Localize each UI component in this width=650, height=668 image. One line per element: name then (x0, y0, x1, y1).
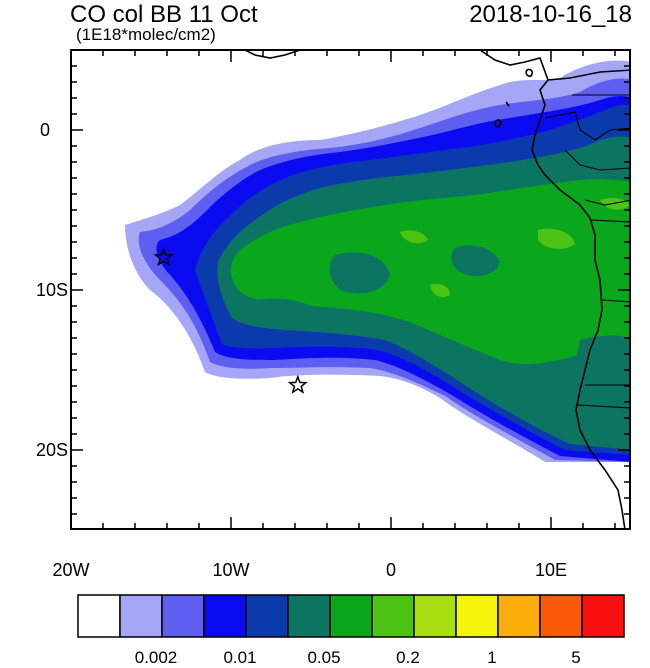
colorbar-box-11 (539, 594, 583, 638)
island-2 (525, 68, 534, 77)
coastline-africa (531, 69, 630, 529)
colorbar-box-2 (161, 594, 205, 638)
map-title: CO col BB 11 Oct (70, 1, 258, 28)
colorbar-box-1 (119, 594, 163, 638)
axis-ticks (71, 50, 630, 529)
colorbar-label-5: 5 (571, 648, 581, 667)
colorbar-box-9 (455, 594, 499, 638)
coastlines (244, 50, 630, 529)
lime-patch-1 (400, 230, 428, 244)
dark-band-south (574, 335, 630, 445)
y-tick-label-10s: 10S (35, 280, 68, 300)
colorbar-box-7 (371, 594, 415, 638)
x-tick-label-0: 0 (385, 560, 396, 580)
colorbar-label-1: 1 (487, 648, 497, 667)
green-patch-inner-1 (329, 252, 390, 294)
green-patch-inner-3 (247, 298, 320, 319)
lime-patch-3 (600, 197, 630, 210)
co-field (125, 60, 630, 462)
colorbar-label-02: 0.2 (396, 648, 420, 667)
x-tick-label-10w: 10W (212, 560, 250, 580)
colorbar-box-0 (77, 594, 121, 638)
island-3 (505, 101, 510, 107)
y-tick-label-20s: 20S (35, 440, 68, 460)
colorbar-box-5 (287, 594, 331, 638)
contour-level-6 (231, 179, 630, 365)
colorbar-box-4 (245, 594, 289, 638)
green-patch-inner-2 (451, 245, 500, 277)
colorbar (77, 594, 625, 638)
coastline-north (244, 50, 549, 81)
lime-patch-4 (430, 284, 450, 298)
x-tick-label-20w: 20W (52, 560, 90, 580)
lime-patch-2 (538, 228, 575, 249)
colorbar-label-005: 0.05 (307, 648, 341, 667)
colorbar-label-001: 0.01 (223, 648, 257, 667)
marker-layer (153, 247, 308, 394)
country-borders (544, 94, 630, 409)
colorbar-label-0002: 0.002 (134, 648, 178, 667)
island-1 (494, 119, 502, 128)
star-marker-2 (287, 374, 308, 394)
colorbar-box-6 (329, 594, 373, 638)
colorbar-box-10 (497, 594, 541, 638)
x-tick-label-10e: 10E (534, 560, 568, 580)
star-marker-1 (153, 247, 174, 267)
colorbar-box-3 (203, 594, 247, 638)
colorbar-box-8 (413, 594, 457, 638)
map-units: (1E18*molec/cm2) (76, 25, 216, 44)
colorbar-box-12 (581, 594, 625, 638)
y-tick-label-0: 0 (39, 120, 50, 140)
map-timestamp: 2018-10-16_18 (469, 1, 632, 28)
